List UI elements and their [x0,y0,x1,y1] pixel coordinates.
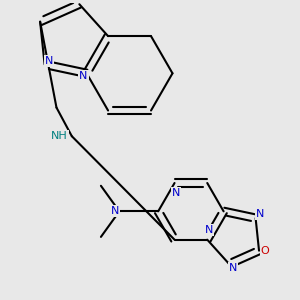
Text: N: N [256,209,264,219]
Text: NH: NH [51,131,68,141]
Text: N: N [205,225,213,235]
Text: N: N [44,56,53,66]
Text: N: N [111,206,119,216]
Text: O: O [261,246,269,256]
Text: N: N [172,188,180,198]
Text: N: N [229,263,237,273]
Text: N: N [80,71,88,81]
